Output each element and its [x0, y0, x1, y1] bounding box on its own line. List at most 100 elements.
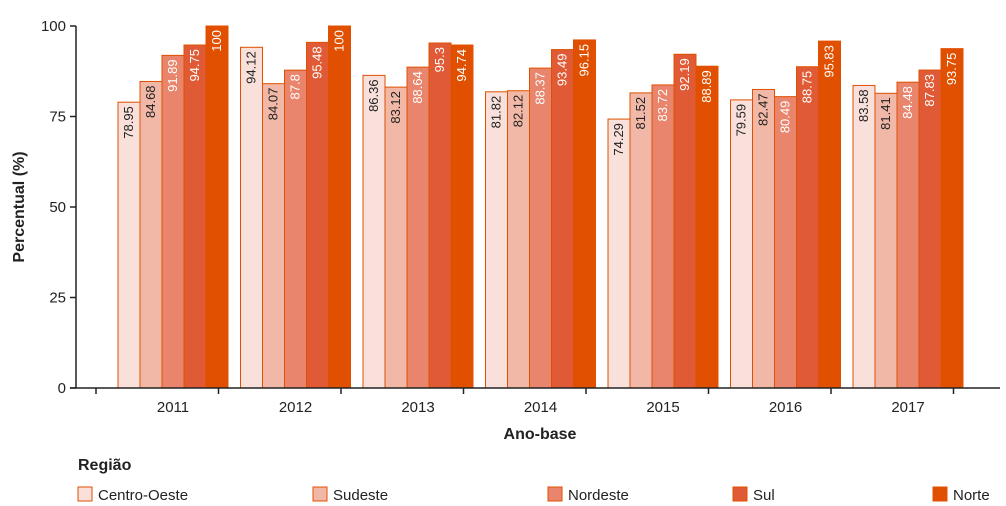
bar — [629, 92, 653, 389]
bar — [362, 74, 386, 389]
y-tick-label: 75 — [49, 109, 66, 126]
data-label: 84.48 — [900, 86, 915, 119]
data-label: 94.12 — [244, 51, 259, 84]
bar — [117, 101, 141, 389]
data-label: 79.59 — [734, 104, 749, 137]
data-label: 94.74 — [454, 49, 469, 82]
bar — [328, 25, 351, 389]
y-tick-label: 0 — [58, 380, 66, 397]
x-ticks: 2011 2012 2013 2014 2015 2016 2017 — [95, 388, 955, 416]
bar — [774, 96, 797, 389]
y-ticks: 0 25 50 75 100 — [41, 18, 76, 397]
y-axis-title: Percentual (%) — [11, 151, 28, 262]
bar — [673, 53, 697, 389]
bar — [818, 40, 841, 389]
data-label: 83.58 — [856, 89, 871, 122]
legend-swatch — [932, 486, 948, 502]
bar — [384, 86, 408, 389]
legend-swatch — [312, 486, 328, 502]
bar — [573, 39, 596, 389]
legend-swatch — [732, 486, 748, 502]
data-label: 87.8 — [288, 74, 303, 99]
data-label: 95.3 — [432, 47, 447, 72]
data-label: 100 — [209, 30, 224, 52]
bar — [529, 67, 552, 389]
data-label: 100 — [332, 30, 347, 52]
data-label: 91.89 — [165, 59, 180, 92]
data-label: 81.82 — [489, 96, 504, 129]
data-label: 81.41 — [878, 97, 893, 130]
bar — [240, 46, 263, 389]
bar — [161, 54, 185, 389]
data-label: 95.83 — [822, 45, 837, 78]
bar — [651, 84, 675, 389]
x-tick-label: 2012 — [279, 399, 312, 416]
data-label: 96.15 — [577, 44, 592, 77]
x-axis-title: Ano-base — [504, 426, 577, 443]
y-tick-label: 25 — [49, 290, 66, 307]
data-label: 80.49 — [778, 101, 793, 134]
bar — [183, 44, 207, 389]
data-label: 83.12 — [388, 91, 403, 124]
bar — [428, 42, 452, 389]
bar — [852, 84, 876, 389]
data-label: 94.75 — [187, 49, 202, 82]
bar — [607, 118, 631, 389]
y-tick-label: 100 — [41, 18, 66, 35]
data-label: 81.52 — [633, 97, 648, 130]
data-label: 82.47 — [756, 93, 771, 126]
data-label: 93.75 — [944, 53, 959, 86]
data-label: 95.48 — [310, 46, 325, 79]
bars-layer — [117, 25, 964, 389]
x-tick-label: 2011 — [157, 399, 189, 416]
data-label: 93.49 — [555, 54, 570, 87]
data-label: 84.07 — [266, 88, 281, 121]
x-tick-label: 2016 — [769, 399, 802, 416]
data-label: 88.64 — [410, 71, 425, 104]
data-label: 92.19 — [677, 58, 692, 91]
bar — [205, 25, 229, 389]
legend: Centro-Oeste Sudeste Nordeste Sul Norte — [77, 486, 990, 504]
data-label: 74.29 — [611, 123, 626, 156]
bar — [139, 80, 163, 389]
legend-title: Região — [78, 457, 132, 474]
legend-label: Centro-Oeste — [98, 487, 188, 504]
legend-label: Sul — [753, 487, 775, 504]
bar — [507, 90, 530, 389]
legend-label: Sudeste — [333, 487, 388, 504]
bar — [306, 41, 329, 389]
bar — [730, 99, 753, 389]
data-label: 87.83 — [922, 74, 937, 107]
bar — [752, 88, 775, 389]
bar — [262, 83, 285, 389]
data-label: 78.95 — [121, 106, 136, 139]
legend-swatch — [77, 486, 93, 502]
x-tick-label: 2017 — [891, 399, 924, 416]
bar — [796, 66, 819, 389]
x-tick-label: 2014 — [524, 399, 557, 416]
bar — [896, 81, 920, 389]
legend-label: Norte — [953, 487, 990, 504]
y-tick-label: 50 — [49, 199, 66, 216]
data-label: 83.72 — [655, 89, 670, 122]
data-label: 88.75 — [800, 71, 815, 104]
bar — [940, 48, 964, 389]
bar — [874, 92, 898, 389]
legend-swatch — [547, 486, 563, 502]
data-labels-layer: 78.95 94.12 86.36 81.82 74.29 79.59 83.58 84.68… — [121, 30, 959, 156]
x-tick-label: 2013 — [401, 399, 434, 416]
bar — [695, 65, 719, 389]
data-label: 84.68 — [143, 85, 158, 118]
data-label: 82.12 — [511, 95, 526, 128]
x-tick-label: 2015 — [646, 399, 679, 416]
bar — [284, 69, 307, 389]
bar — [485, 91, 508, 389]
data-label: 88.89 — [699, 70, 714, 103]
bar — [450, 44, 474, 389]
data-label: 86.36 — [366, 79, 381, 112]
bar — [918, 69, 942, 389]
bar — [551, 49, 574, 389]
bar — [406, 66, 430, 389]
legend-label: Nordeste — [568, 487, 629, 504]
